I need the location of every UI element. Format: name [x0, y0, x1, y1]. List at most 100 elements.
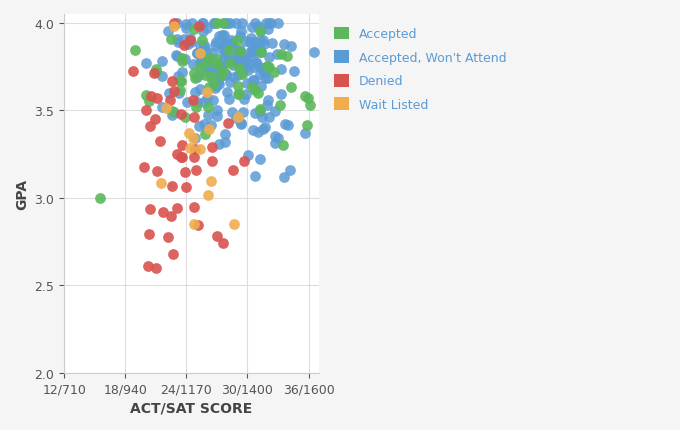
Accepted [205, 74, 216, 81]
Accepted, Won't Attend [195, 72, 206, 79]
Wait Listed [233, 114, 244, 121]
Accepted, Won't Attend [220, 20, 231, 27]
Denied [148, 70, 159, 77]
Accepted, Won't Attend [215, 73, 226, 80]
Accepted, Won't Attend [231, 115, 241, 122]
Accepted, Won't Attend [263, 114, 274, 121]
Accepted [246, 84, 257, 91]
Accepted [233, 65, 244, 72]
Accepted, Won't Attend [156, 104, 167, 111]
Denied [181, 184, 192, 190]
Accepted [202, 59, 213, 66]
Accepted, Won't Attend [210, 83, 221, 90]
Accepted, Won't Attend [269, 140, 280, 147]
Accepted, Won't Attend [192, 50, 203, 57]
Denied [190, 167, 201, 174]
Accepted, Won't Attend [257, 37, 268, 44]
Accepted, Won't Attend [226, 41, 237, 48]
Accepted, Won't Attend [201, 68, 212, 74]
Denied [175, 154, 186, 161]
Accepted, Won't Attend [254, 108, 265, 115]
Accepted [216, 72, 226, 79]
Accepted, Won't Attend [198, 20, 209, 27]
Accepted, Won't Attend [176, 70, 187, 77]
Accepted, Won't Attend [183, 42, 194, 49]
Accepted, Won't Attend [228, 74, 239, 81]
Accepted, Won't Attend [231, 60, 242, 67]
Accepted, Won't Attend [229, 57, 240, 64]
Accepted, Won't Attend [234, 33, 245, 40]
Accepted, Won't Attend [232, 51, 243, 58]
Accepted, Won't Attend [247, 24, 258, 31]
Accepted, Won't Attend [173, 90, 184, 97]
Accepted, Won't Attend [215, 64, 226, 71]
Accepted, Won't Attend [189, 89, 200, 96]
Accepted, Won't Attend [214, 34, 224, 40]
Accepted, Won't Attend [201, 95, 212, 102]
Accepted [199, 73, 210, 80]
Accepted [253, 91, 264, 98]
Accepted, Won't Attend [192, 50, 203, 57]
Accepted, Won't Attend [248, 127, 259, 134]
Accepted, Won't Attend [198, 29, 209, 36]
X-axis label: ACT/SAT SCORE: ACT/SAT SCORE [131, 401, 252, 415]
Accepted, Won't Attend [211, 40, 222, 47]
Y-axis label: GPA: GPA [15, 178, 29, 209]
Denied [172, 151, 183, 158]
Denied [178, 42, 189, 49]
Accepted, Won't Attend [256, 83, 267, 90]
Accepted, Won't Attend [260, 124, 271, 131]
Accepted, Won't Attend [173, 39, 184, 46]
Denied [151, 265, 162, 272]
Accepted, Won't Attend [262, 75, 273, 82]
Denied [180, 169, 190, 176]
Accepted [211, 61, 222, 68]
Accepted, Won't Attend [221, 89, 232, 96]
Accepted [189, 71, 200, 78]
Accepted [218, 20, 228, 27]
Accepted [95, 195, 105, 202]
Accepted, Won't Attend [275, 91, 286, 98]
Accepted, Won't Attend [208, 65, 219, 72]
Accepted, Won't Attend [258, 67, 269, 74]
Denied [176, 154, 187, 161]
Denied [145, 94, 156, 101]
Legend: Accepted, Accepted, Won't Attend, Denied, Wait Listed: Accepted, Accepted, Won't Attend, Denied… [328, 21, 513, 118]
Denied [152, 168, 163, 175]
Accepted, Won't Attend [236, 121, 247, 128]
Accepted, Won't Attend [210, 70, 221, 77]
Accepted [235, 49, 245, 55]
Accepted, Won't Attend [249, 47, 260, 54]
Accepted, Won't Attend [253, 23, 264, 30]
Wait Listed [169, 23, 180, 30]
Accepted [177, 58, 188, 65]
Denied [206, 158, 217, 165]
Accepted, Won't Attend [256, 50, 267, 57]
Accepted, Won't Attend [203, 57, 214, 64]
Accepted, Won't Attend [275, 66, 286, 73]
Accepted, Won't Attend [171, 53, 182, 60]
Accepted, Won't Attend [272, 20, 283, 27]
Accepted [254, 29, 265, 36]
Accepted [234, 91, 245, 98]
Wait Listed [202, 89, 213, 96]
Accepted [264, 64, 275, 71]
Accepted, Won't Attend [170, 52, 181, 59]
Denied [168, 251, 179, 258]
Accepted, Won't Attend [285, 43, 296, 50]
Accepted, Won't Attend [237, 20, 248, 27]
Accepted, Won't Attend [182, 99, 192, 106]
Accepted, Won't Attend [199, 55, 210, 61]
Accepted [194, 64, 205, 71]
Accepted, Won't Attend [218, 33, 229, 40]
Accepted, Won't Attend [219, 55, 230, 62]
Denied [169, 89, 180, 95]
Accepted, Won't Attend [220, 42, 231, 49]
Accepted, Won't Attend [225, 20, 236, 27]
Accepted, Won't Attend [163, 29, 173, 36]
Denied [239, 158, 250, 165]
Denied [171, 205, 182, 212]
Accepted [150, 69, 161, 76]
Denied [144, 123, 155, 130]
Accepted, Won't Attend [205, 123, 216, 129]
